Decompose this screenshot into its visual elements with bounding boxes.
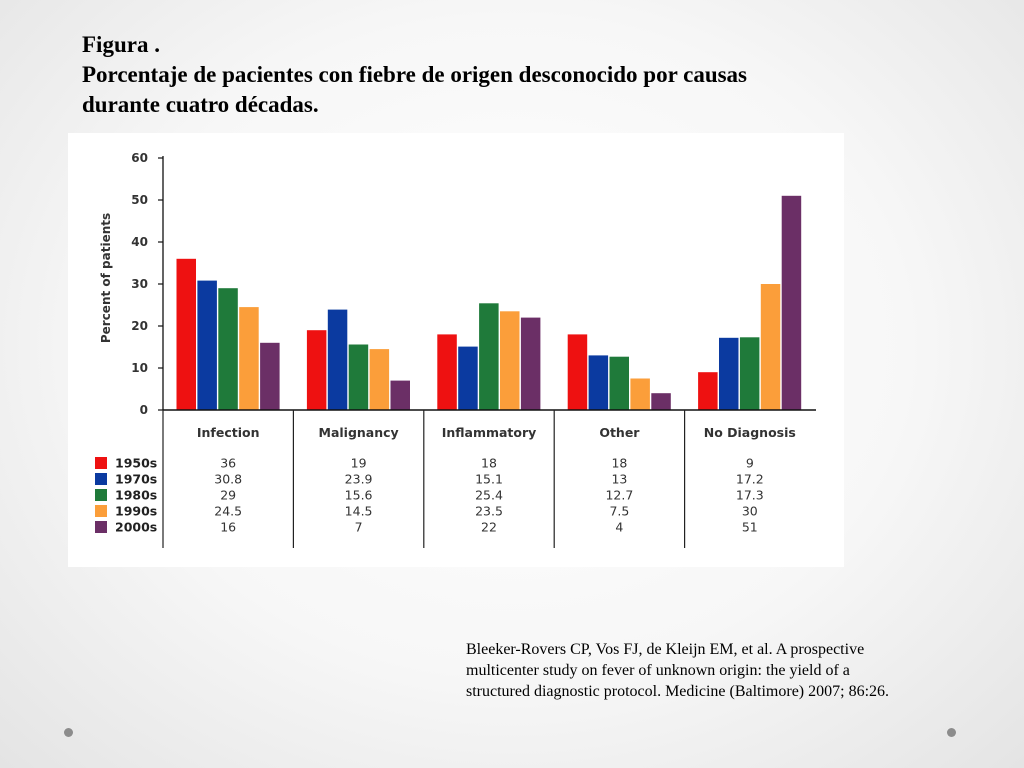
legend-label-1980s: 1980s [115,488,157,503]
bar-1950s-inflammatory [437,334,457,410]
table-value: 12.7 [605,488,633,503]
table-value: 19 [351,456,367,471]
legend-swatch-2000s [95,521,107,533]
bar-1990s-malignancy [369,349,390,410]
legend-label-1970s: 1970s [115,472,157,487]
corner-dot-left [64,728,73,737]
table-value: 51 [742,520,758,535]
category-label: Malignancy [319,425,399,440]
title-line-3: durante cuatro décadas. [82,92,319,117]
bar-1980s-infection [218,288,238,410]
bar-1950s-other [567,334,588,410]
y-tick-label: 10 [131,361,148,375]
legend-label-1950s: 1950s [115,456,157,471]
legend-swatch-1980s [95,489,107,501]
table-value: 4 [615,520,623,535]
bar-2000s-infection [260,342,280,410]
citation-line-2: multicenter study on fever of unknown or… [466,662,850,679]
table-value: 15.1 [475,472,503,487]
category-label: Other [599,425,640,440]
y-axis-label: Percent of patients [99,213,113,343]
bar-1950s-malignancy [306,330,327,410]
bar-1950s-infection [176,258,196,410]
table-value: 22 [481,520,497,535]
table-value: 16 [220,520,236,535]
table-value: 24.5 [214,504,242,519]
citation-line-1: Bleeker-Rovers CP, Vos FJ, de Kleijn EM,… [466,641,865,658]
category-label: No Diagnosis [704,425,796,440]
bar-1970s-malignancy [327,309,348,410]
slide-title: Figura . Porcentaje de pacientes con fie… [82,30,942,120]
bar-1980s-no-diagnosis [739,337,760,410]
y-tick-label: 30 [131,277,148,291]
table-value: 13 [611,472,627,487]
bar-1990s-no-diagnosis [760,284,781,410]
chart-panel: 0 10 20 30 40 50 60 Percent of patients Infectio… [68,133,844,567]
table-value: 23.9 [345,472,373,487]
corner-dot-right [947,728,956,737]
y-tick-label: 50 [131,193,148,207]
bar-chart: 0 10 20 30 40 50 60 Percent of patients Infectio… [95,151,816,548]
table-value: 30.8 [214,472,242,487]
table-value: 18 [481,456,497,471]
bar-1950s-no-diagnosis [698,372,718,410]
citation: Bleeker-Rovers CP, Vos FJ, de Kleijn EM,… [466,639,986,702]
table-value: 18 [611,456,627,471]
bar-1970s-other [588,355,609,410]
table-value: 15.6 [345,488,373,503]
legend-label-1990s: 1990s [115,504,157,519]
y-tick-label: 60 [131,151,148,165]
bar-1980s-other [609,356,629,410]
y-tick-label: 40 [131,235,148,249]
y-tick-label: 20 [131,319,148,333]
bar-2000s-other [651,393,671,410]
table-value: 25.4 [475,488,503,503]
bar-1970s-infection [197,280,217,410]
bar-1980s-inflammatory [479,303,499,410]
table-value: 17.2 [736,472,764,487]
table-value: 30 [742,504,758,519]
table-value: 36 [220,456,236,471]
title-line-1: Figura . [82,32,160,57]
category-label: Infection [197,425,260,440]
bar-2000s-no-diagnosis [781,195,802,410]
legend-swatch-1990s [95,505,107,517]
citation-line-3: structured diagnostic protocol. Medicine… [466,683,890,700]
table-value: 29 [220,488,236,503]
legend-label-2000s: 2000s [115,520,157,535]
bar-2000s-inflammatory [520,317,541,410]
table-value: 14.5 [345,504,373,519]
bar-1970s-no-diagnosis [719,337,739,410]
bar-1980s-malignancy [348,344,369,410]
table-value: 7 [355,520,363,535]
table-value: 7.5 [609,504,629,519]
bar-1990s-inflammatory [500,311,520,410]
table-value: 17.3 [736,488,764,503]
bar-1990s-other [630,378,650,410]
table-value: 9 [746,456,754,471]
title-line-2: Porcentaje de pacientes con fiebre de or… [82,62,748,87]
legend-swatch-1950s [95,457,107,469]
bar-1990s-infection [239,307,259,410]
table-value: 23.5 [475,504,503,519]
legend-swatch-1970s [95,473,107,485]
bar-1970s-inflammatory [458,346,478,410]
bar-2000s-malignancy [390,380,410,410]
category-label: Inflammatory [442,425,537,440]
y-tick-label: 0 [140,403,148,417]
